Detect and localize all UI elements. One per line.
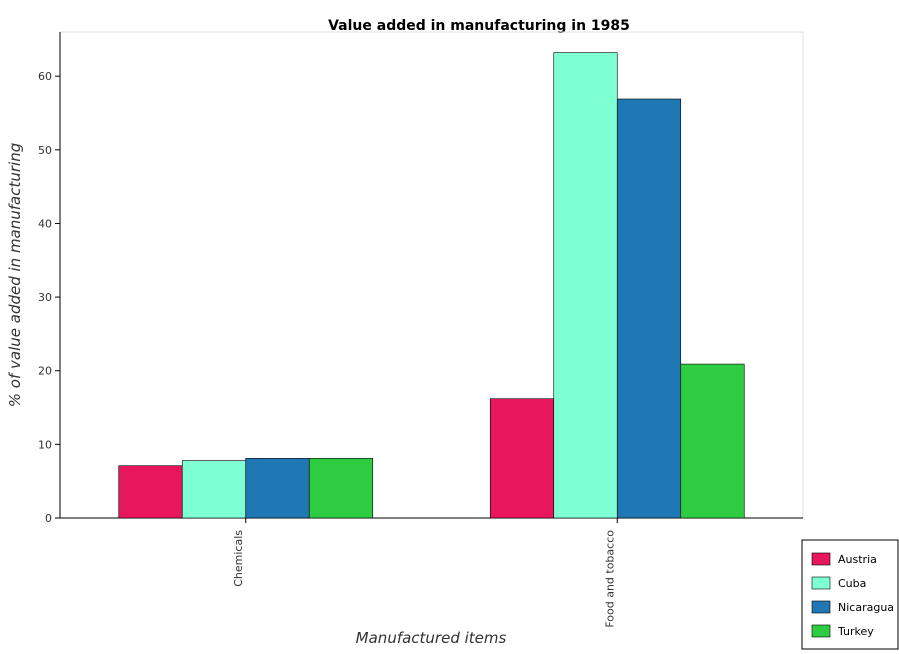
x-axis-ticks: Chemicals Food and tobacco: [232, 518, 618, 628]
legend-swatch: [811, 624, 831, 638]
bar: [489, 398, 555, 519]
legend-swatch: [811, 576, 831, 590]
y-tick-label: 10: [38, 438, 52, 451]
bar: [245, 458, 310, 519]
bar: [118, 465, 183, 519]
y-tick-label: 30: [38, 291, 52, 304]
x-tick-label: Food and tobacco: [603, 530, 616, 628]
y-tick-label: 0: [45, 512, 52, 525]
y-tick-label: 50: [38, 144, 52, 157]
legend-label: Turkey: [837, 625, 874, 638]
legend-swatch: [811, 552, 831, 566]
legend: Austria Cuba Nicaragua Turkey: [801, 539, 899, 650]
legend-label: Cuba: [838, 577, 866, 590]
legend-swatch: [811, 600, 831, 614]
x-tick-label: Chemicals: [232, 530, 245, 587]
y-tick-label: 60: [38, 70, 52, 83]
y-tick-label: 20: [38, 365, 52, 378]
bar: [680, 363, 745, 519]
bar: [616, 98, 682, 519]
bar: [181, 460, 247, 519]
legend-label: Austria: [838, 553, 877, 566]
y-axis-label: % of value added in manufacturing: [6, 143, 24, 407]
bar: [308, 458, 374, 519]
legend-label: Nicaragua: [838, 601, 894, 614]
chart-title: Value added in manufacturing in 1985: [328, 18, 630, 34]
y-tick-label: 40: [38, 217, 52, 230]
bars-group: [118, 52, 745, 519]
bar: [553, 52, 618, 519]
y-axis-ticks: 0 10 20 30 40 50 60: [38, 70, 60, 525]
x-axis-label: Manufactured items: [356, 629, 507, 647]
